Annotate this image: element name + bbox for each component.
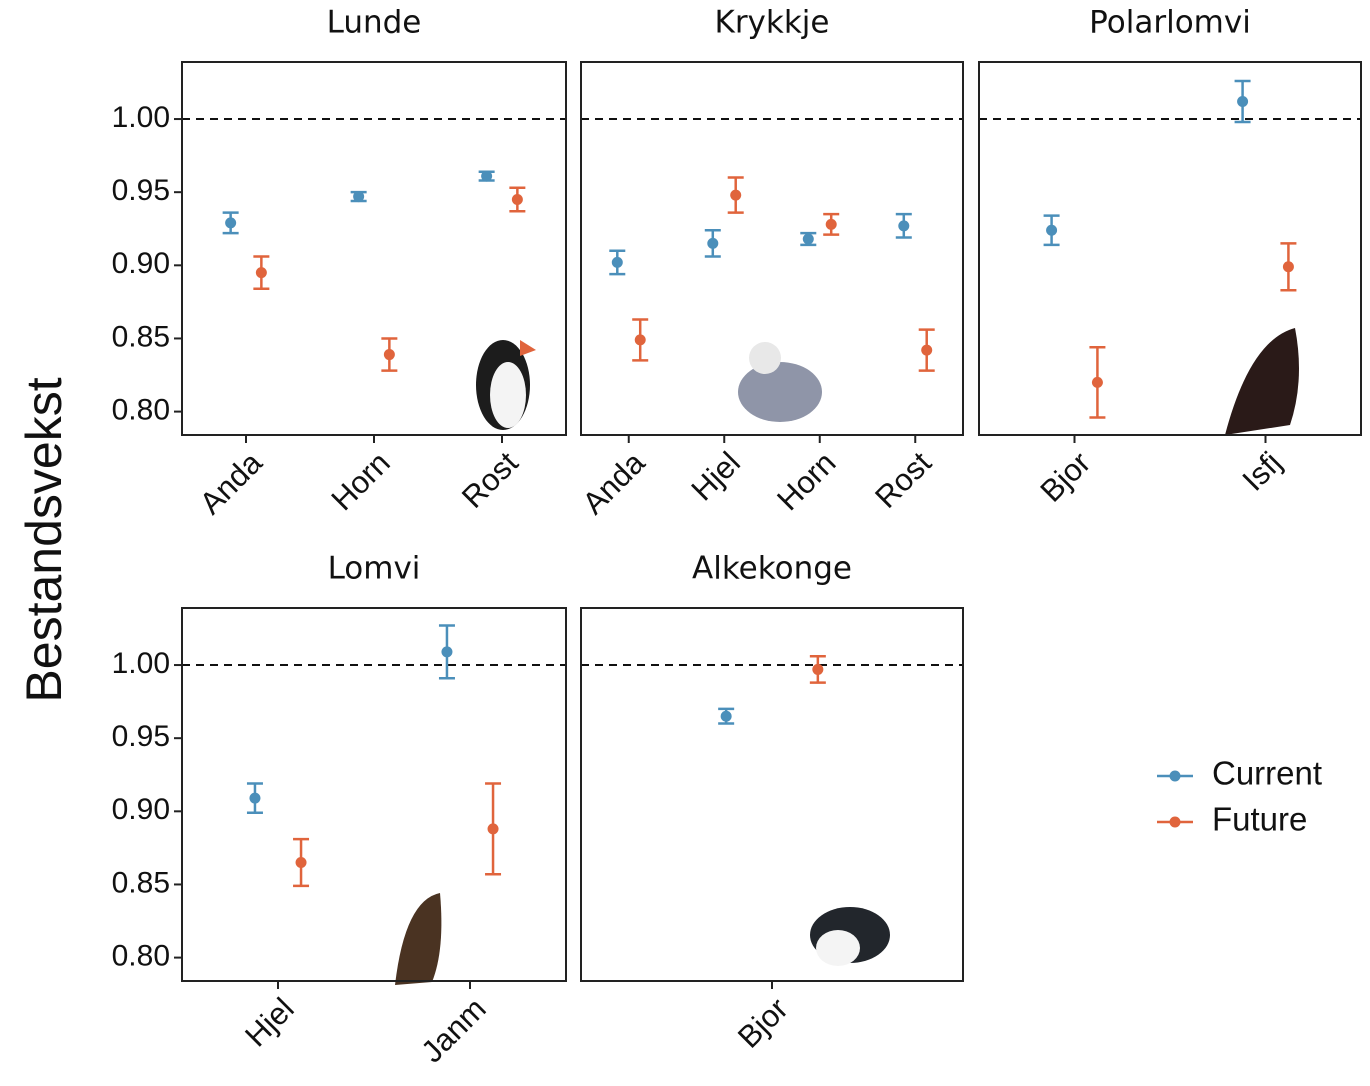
point	[812, 664, 823, 675]
panel-title: Krykkje	[714, 5, 829, 41]
bird-illustrations	[395, 328, 1299, 985]
x-tick-label: Anda	[193, 444, 269, 520]
x-tick-label: Anda	[576, 444, 652, 520]
point	[612, 257, 623, 268]
legend-label: Future	[1212, 801, 1307, 838]
gull-head	[749, 342, 781, 374]
x-tick-label: Janm	[414, 991, 492, 1069]
y-tick-label: 1.00	[112, 647, 170, 680]
point	[296, 857, 307, 868]
point	[921, 345, 932, 356]
point	[1046, 225, 1057, 236]
point	[898, 220, 909, 231]
point	[1237, 96, 1248, 107]
guillemot-icon	[1225, 328, 1299, 435]
gull-icon	[738, 362, 822, 422]
point	[1092, 377, 1103, 388]
x-tick-label: Isfj	[1235, 445, 1288, 498]
murre-icon	[395, 893, 441, 985]
y-axis-label: Bestandsvekst	[16, 377, 72, 702]
point	[481, 171, 492, 182]
x-tick-label: Hjel	[684, 445, 747, 508]
point	[225, 217, 236, 228]
legend-point	[1170, 771, 1181, 782]
x-tick-label: Horn	[770, 445, 842, 517]
point	[721, 711, 732, 722]
x-tick-label: Bjor	[1034, 445, 1098, 509]
y-tick-label: 0.95	[112, 720, 170, 753]
panel-frame	[979, 62, 1361, 435]
panel-title: Lunde	[327, 5, 422, 41]
panel-title: Polarlomvi	[1089, 5, 1251, 41]
point	[384, 349, 395, 360]
point	[803, 233, 814, 244]
point	[256, 267, 267, 278]
y-tick-label: 0.90	[112, 247, 170, 280]
y-tick-label: 0.85	[112, 866, 170, 899]
point	[635, 334, 646, 345]
panel-title: Lomvi	[328, 551, 421, 587]
point	[730, 190, 741, 201]
y-tick-label: 0.85	[112, 320, 170, 353]
point	[1283, 261, 1294, 272]
x-tick-label: Rost	[868, 445, 938, 515]
x-tick-label: Rost	[455, 445, 525, 515]
y-tick-label: 1.00	[112, 101, 170, 134]
y-tick-label: 0.95	[112, 174, 170, 207]
panel-title: Alkekonge	[692, 551, 852, 587]
point	[249, 793, 260, 804]
x-tick-label: Horn	[324, 445, 396, 517]
y-tick-label: 0.80	[112, 940, 170, 973]
legend-label: Current	[1212, 755, 1322, 792]
point	[441, 646, 452, 657]
y-tick-label: 0.90	[112, 793, 170, 826]
y-tick-label: 0.80	[112, 394, 170, 427]
panel-frame	[581, 608, 963, 981]
puffin-belly	[490, 362, 526, 428]
point	[488, 823, 499, 834]
panel-frame	[182, 608, 566, 981]
point	[826, 219, 837, 230]
puffin-beak	[520, 340, 536, 356]
x-tick-label: Hjel	[238, 991, 301, 1054]
point	[512, 194, 523, 205]
chart: Bestandsvekst Lunde 0.80 0.85 0.90 0.95 1.00 A…	[0, 0, 1370, 1081]
point	[707, 238, 718, 249]
x-tick-label: Bjor	[731, 991, 795, 1055]
legend-point	[1170, 817, 1181, 828]
dovekie-belly	[816, 930, 860, 966]
point	[353, 191, 364, 202]
